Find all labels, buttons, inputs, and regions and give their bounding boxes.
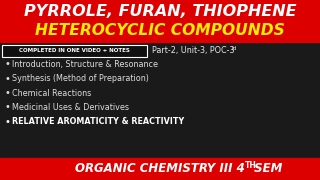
Text: Part-2, Unit-3, POC-3: Part-2, Unit-3, POC-3: [152, 46, 235, 55]
Text: TH: TH: [245, 161, 257, 170]
Text: ORGANIC CHEMISTRY III 4: ORGANIC CHEMISTRY III 4: [75, 163, 245, 175]
Text: •: •: [4, 73, 10, 84]
Text: Synthesis (Method of Preparation): Synthesis (Method of Preparation): [12, 74, 149, 83]
Bar: [2, 45, 147, 57]
Text: •: •: [4, 102, 10, 112]
Text: COMPLETED IN ONE VIDEO + NOTES: COMPLETED IN ONE VIDEO + NOTES: [19, 48, 130, 53]
Text: Introduction, Structure & Resonance: Introduction, Structure & Resonance: [12, 60, 158, 69]
Text: SEM: SEM: [250, 163, 282, 175]
Text: PYRROLE, FURAN, THIOPHENE: PYRROLE, FURAN, THIOPHENE: [24, 4, 296, 19]
Bar: [2, 45, 147, 57]
Bar: [0, 0, 320, 42]
Text: rd: rd: [231, 46, 236, 51]
Text: •: •: [4, 117, 10, 127]
Text: •: •: [4, 88, 10, 98]
Text: Chemical Reactions: Chemical Reactions: [12, 89, 91, 98]
Text: RELATIVE AROMATICITY & REACTIVITY: RELATIVE AROMATICITY & REACTIVITY: [12, 118, 184, 127]
Text: Medicinal Uses & Derivatives: Medicinal Uses & Derivatives: [12, 103, 129, 112]
Text: •: •: [4, 59, 10, 69]
Text: HETEROCYCLIC COMPOUNDS: HETEROCYCLIC COMPOUNDS: [35, 23, 285, 38]
Bar: [0, 158, 320, 180]
